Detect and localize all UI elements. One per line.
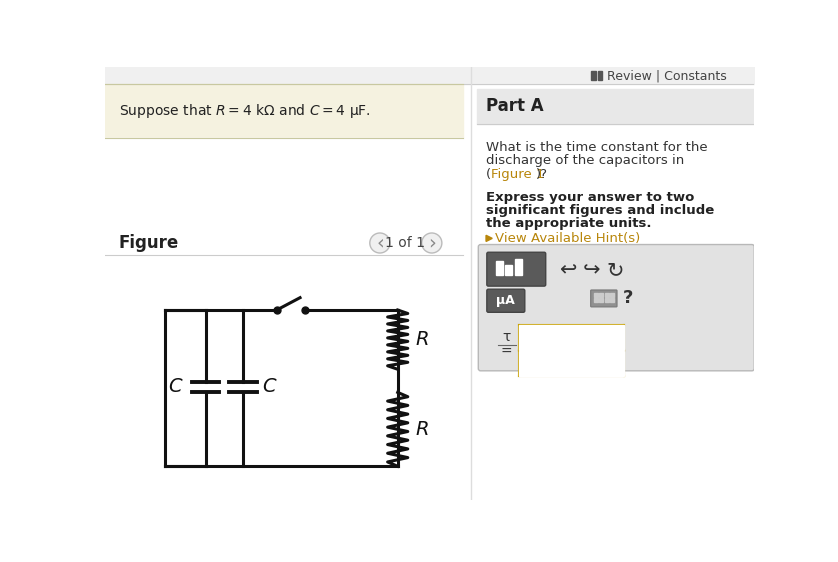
FancyBboxPatch shape — [487, 289, 525, 312]
Bar — [610, 298, 614, 302]
Bar — [505, 265, 512, 275]
Bar — [605, 298, 608, 302]
Text: 1 of 1: 1 of 1 — [385, 236, 426, 250]
Text: $C$: $C$ — [168, 378, 184, 396]
Text: ↻: ↻ — [606, 260, 623, 280]
Bar — [520, 351, 624, 376]
Bar — [597, 71, 603, 80]
Text: τ: τ — [502, 330, 510, 344]
Bar — [594, 293, 597, 297]
Text: Figure: Figure — [119, 234, 179, 252]
Text: ?: ? — [623, 289, 633, 307]
Bar — [477, 89, 754, 124]
Text: ↪: ↪ — [582, 260, 600, 280]
Text: Value: Value — [551, 329, 592, 345]
FancyBboxPatch shape — [478, 244, 754, 371]
Bar — [605, 293, 608, 297]
Bar — [520, 325, 624, 350]
Polygon shape — [486, 235, 492, 242]
Text: significant figures and include: significant figures and include — [486, 204, 714, 217]
Text: $R$: $R$ — [415, 330, 428, 349]
Text: Figure 1: Figure 1 — [491, 168, 545, 182]
Text: ‹: ‹ — [376, 233, 384, 252]
Circle shape — [370, 233, 390, 253]
Text: discharge of the capacitors in: discharge of the capacitors in — [486, 155, 685, 167]
Text: =: = — [500, 345, 512, 359]
Bar — [594, 298, 597, 302]
Text: ›: › — [428, 233, 436, 252]
Text: Review | Constants: Review | Constants — [607, 70, 727, 83]
Bar — [496, 261, 503, 275]
Text: (: ( — [486, 168, 491, 182]
Text: What is the time constant for the: What is the time constant for the — [486, 140, 707, 153]
Circle shape — [422, 233, 442, 253]
Bar — [599, 293, 603, 297]
Bar — [592, 71, 596, 80]
Text: $R$: $R$ — [415, 420, 428, 439]
Bar — [105, 138, 463, 500]
Bar — [515, 259, 522, 275]
FancyBboxPatch shape — [591, 290, 617, 307]
Bar — [599, 298, 603, 302]
Bar — [610, 293, 614, 297]
Text: the appropriate units.: the appropriate units. — [486, 217, 652, 230]
Text: Suppose that $R = 4\ \mathrm{k\Omega}$ and $C = 4\ \mathrm{\mu F}$.: Suppose that $R = 4\ \mathrm{k\Omega}$ a… — [119, 102, 370, 120]
Text: Part A: Part A — [486, 97, 544, 115]
Text: )?: )? — [535, 168, 548, 182]
Text: μA: μA — [496, 294, 515, 307]
Text: Units: Units — [551, 356, 591, 370]
FancyBboxPatch shape — [487, 252, 546, 286]
Bar — [105, 84, 463, 138]
Text: ↩: ↩ — [560, 260, 577, 280]
Text: Express your answer to two: Express your answer to two — [486, 191, 695, 203]
Text: $C$: $C$ — [262, 378, 277, 396]
Text: View Available Hint(s): View Available Hint(s) — [495, 232, 640, 245]
